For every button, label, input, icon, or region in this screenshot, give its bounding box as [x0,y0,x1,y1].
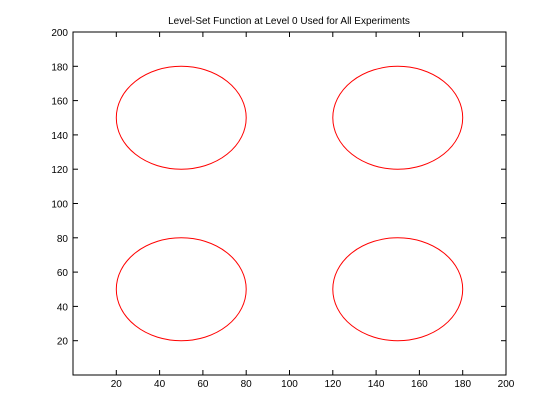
y-axis-ticks [73,31,506,342]
x-tick-label-1: 40 [154,379,166,390]
y-tick-label-4: 100 [51,200,68,211]
y-axis-tick-labels: 20 40 60 80 100 120 140 160 180 200 [51,28,68,348]
y-tick-label-7: 160 [51,97,68,108]
x-tick-label-3: 80 [241,379,253,390]
y-tick-label-8: 180 [51,62,68,73]
chart-title: Level-Set Function at Level 0 Used for A… [168,16,410,27]
level-set-contours [115,65,464,342]
y-tick-label-0: 20 [57,337,69,348]
y-tick-label-9: 200 [51,28,68,39]
y-tick-label-1: 40 [57,302,69,313]
x-tick-label-6: 140 [368,379,385,390]
contour-3 [332,237,464,342]
x-axis-ticks [115,32,507,375]
contour-0 [115,65,247,170]
contour-2 [115,237,247,342]
x-tick-label-7: 160 [411,379,428,390]
x-tick-label-2: 60 [197,379,209,390]
x-tick-label-4: 100 [281,379,298,390]
y-tick-label-3: 80 [57,234,69,245]
x-axis-tick-labels: 20 40 60 80 100 120 140 160 180 200 [111,379,515,390]
y-tick-label-6: 140 [51,131,68,142]
y-tick-label-5: 120 [51,165,68,176]
x-tick-label-0: 20 [111,379,123,390]
x-tick-label-5: 120 [324,379,341,390]
x-tick-label-9: 200 [498,379,515,390]
x-tick-label-8: 180 [454,379,471,390]
axes-box [72,31,507,376]
y-tick-label-2: 60 [57,268,69,279]
contour-1 [332,65,464,170]
